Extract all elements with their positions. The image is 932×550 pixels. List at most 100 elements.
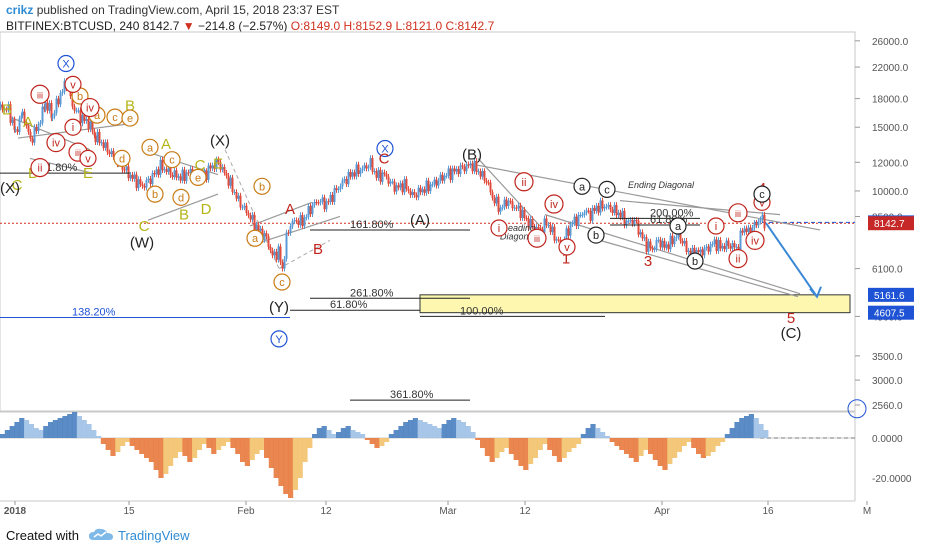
trend-line bbox=[249, 201, 313, 227]
osc-bar bbox=[388, 434, 394, 438]
candle-body bbox=[287, 232, 290, 234]
price-chart[interactable]: 161.80%261.80%61.80%100.00%200.00%361.80… bbox=[0, 0, 932, 520]
osc-bar bbox=[48, 422, 54, 438]
candle-body bbox=[102, 142, 105, 148]
candle-body bbox=[46, 102, 49, 111]
price-tick-label: 3000.0 bbox=[872, 376, 903, 387]
candle-body bbox=[713, 239, 716, 245]
osc-bar bbox=[28, 424, 34, 438]
candle-body bbox=[295, 220, 298, 222]
wave-label-text: C bbox=[139, 218, 150, 235]
osc-bar bbox=[595, 428, 601, 438]
wave-label-circle bbox=[64, 118, 82, 136]
candle-body bbox=[179, 176, 182, 181]
price-axis: 26000.0 22000.0 18000.0 15000.0 12000.0 10000… bbox=[847, 37, 914, 485]
osc-bar bbox=[710, 438, 716, 452]
wave-label: iii bbox=[728, 203, 748, 223]
candle-body bbox=[37, 124, 40, 132]
wave-label-circle bbox=[514, 172, 534, 192]
osc-bar bbox=[379, 438, 385, 446]
osc-bar bbox=[585, 428, 591, 438]
candle-body bbox=[505, 199, 508, 207]
wave-label-text: C bbox=[195, 157, 206, 174]
wave-label: c bbox=[598, 180, 616, 198]
candle-body bbox=[331, 194, 334, 202]
osc-bar bbox=[508, 438, 514, 454]
osc-bar bbox=[739, 418, 745, 438]
wave-label-text: i bbox=[72, 122, 74, 134]
candle-body bbox=[243, 205, 246, 208]
wave-label-text: c bbox=[169, 155, 175, 167]
candle-body bbox=[281, 262, 284, 269]
tradingview-brand[interactable]: TradingView bbox=[118, 528, 190, 543]
fib-level-label: 100.00% bbox=[460, 305, 504, 317]
osc-bar bbox=[360, 434, 366, 438]
candle-body bbox=[365, 165, 368, 169]
candle-body bbox=[225, 172, 228, 176]
wave-label-circle bbox=[141, 138, 159, 156]
candle-body bbox=[112, 150, 115, 158]
wave-label-text: a bbox=[579, 181, 586, 193]
candle-body bbox=[217, 159, 220, 163]
candle-body bbox=[87, 119, 90, 130]
osc-bar bbox=[456, 420, 462, 438]
wave-label: b bbox=[686, 252, 704, 270]
candle-body bbox=[669, 235, 672, 250]
osc-bar bbox=[153, 438, 159, 470]
candle-body bbox=[731, 243, 734, 249]
candle-body bbox=[535, 226, 538, 230]
wave-label-circle bbox=[163, 151, 181, 169]
candle-body bbox=[106, 142, 109, 153]
osc-bar bbox=[393, 430, 399, 438]
trend-line bbox=[147, 193, 219, 221]
wave-label: X bbox=[376, 139, 394, 158]
candle-body bbox=[3, 109, 6, 111]
osc-bar bbox=[532, 438, 538, 458]
oscillator-panel bbox=[0, 412, 855, 498]
candle-body bbox=[153, 173, 156, 175]
wave-label-text: e bbox=[127, 113, 133, 125]
osc-bar bbox=[278, 438, 284, 486]
osc-bar bbox=[398, 426, 404, 438]
candle-body bbox=[61, 91, 64, 93]
osc-bar bbox=[427, 424, 433, 438]
osc-bar bbox=[4, 430, 10, 438]
osc-bar bbox=[230, 438, 236, 448]
osc-bar bbox=[302, 438, 308, 462]
wave-label-circle bbox=[113, 149, 131, 168]
osc-bar bbox=[297, 438, 303, 478]
wave-label-text: c bbox=[279, 277, 285, 289]
price-tick-label: 22000.0 bbox=[872, 63, 909, 74]
candle-body bbox=[125, 166, 128, 171]
candle-body bbox=[545, 218, 548, 226]
osc-bar bbox=[220, 438, 226, 446]
osc-bar bbox=[744, 416, 750, 438]
candle-body bbox=[79, 110, 82, 124]
candle-body bbox=[491, 192, 494, 198]
wave-label: d bbox=[172, 188, 190, 206]
candle-body bbox=[621, 210, 624, 218]
candle-body bbox=[283, 258, 286, 269]
candle-body bbox=[495, 196, 498, 204]
candle-body bbox=[20, 115, 23, 119]
osc-bar bbox=[691, 438, 697, 448]
osc-bar bbox=[681, 438, 687, 446]
osc-bar bbox=[9, 426, 15, 438]
wave-label: 1 bbox=[562, 251, 570, 268]
candle-body bbox=[14, 129, 17, 131]
wave-label-circle bbox=[573, 177, 591, 195]
candle-body bbox=[51, 116, 54, 119]
wave-label: b bbox=[587, 226, 605, 244]
author-name[interactable]: crikz bbox=[6, 3, 34, 17]
candle-body bbox=[471, 163, 474, 172]
price-badge-label: 8142.7 bbox=[874, 219, 905, 230]
osc-bar bbox=[307, 438, 313, 448]
wave-label: A bbox=[161, 136, 171, 153]
candle-body bbox=[359, 170, 362, 174]
wave-label-text: v bbox=[759, 197, 765, 209]
osc-bar bbox=[652, 438, 658, 460]
candle-body bbox=[11, 119, 14, 123]
candle-body bbox=[749, 227, 752, 235]
wave-label-text: iii bbox=[75, 148, 81, 158]
wave-label: C bbox=[379, 150, 390, 167]
